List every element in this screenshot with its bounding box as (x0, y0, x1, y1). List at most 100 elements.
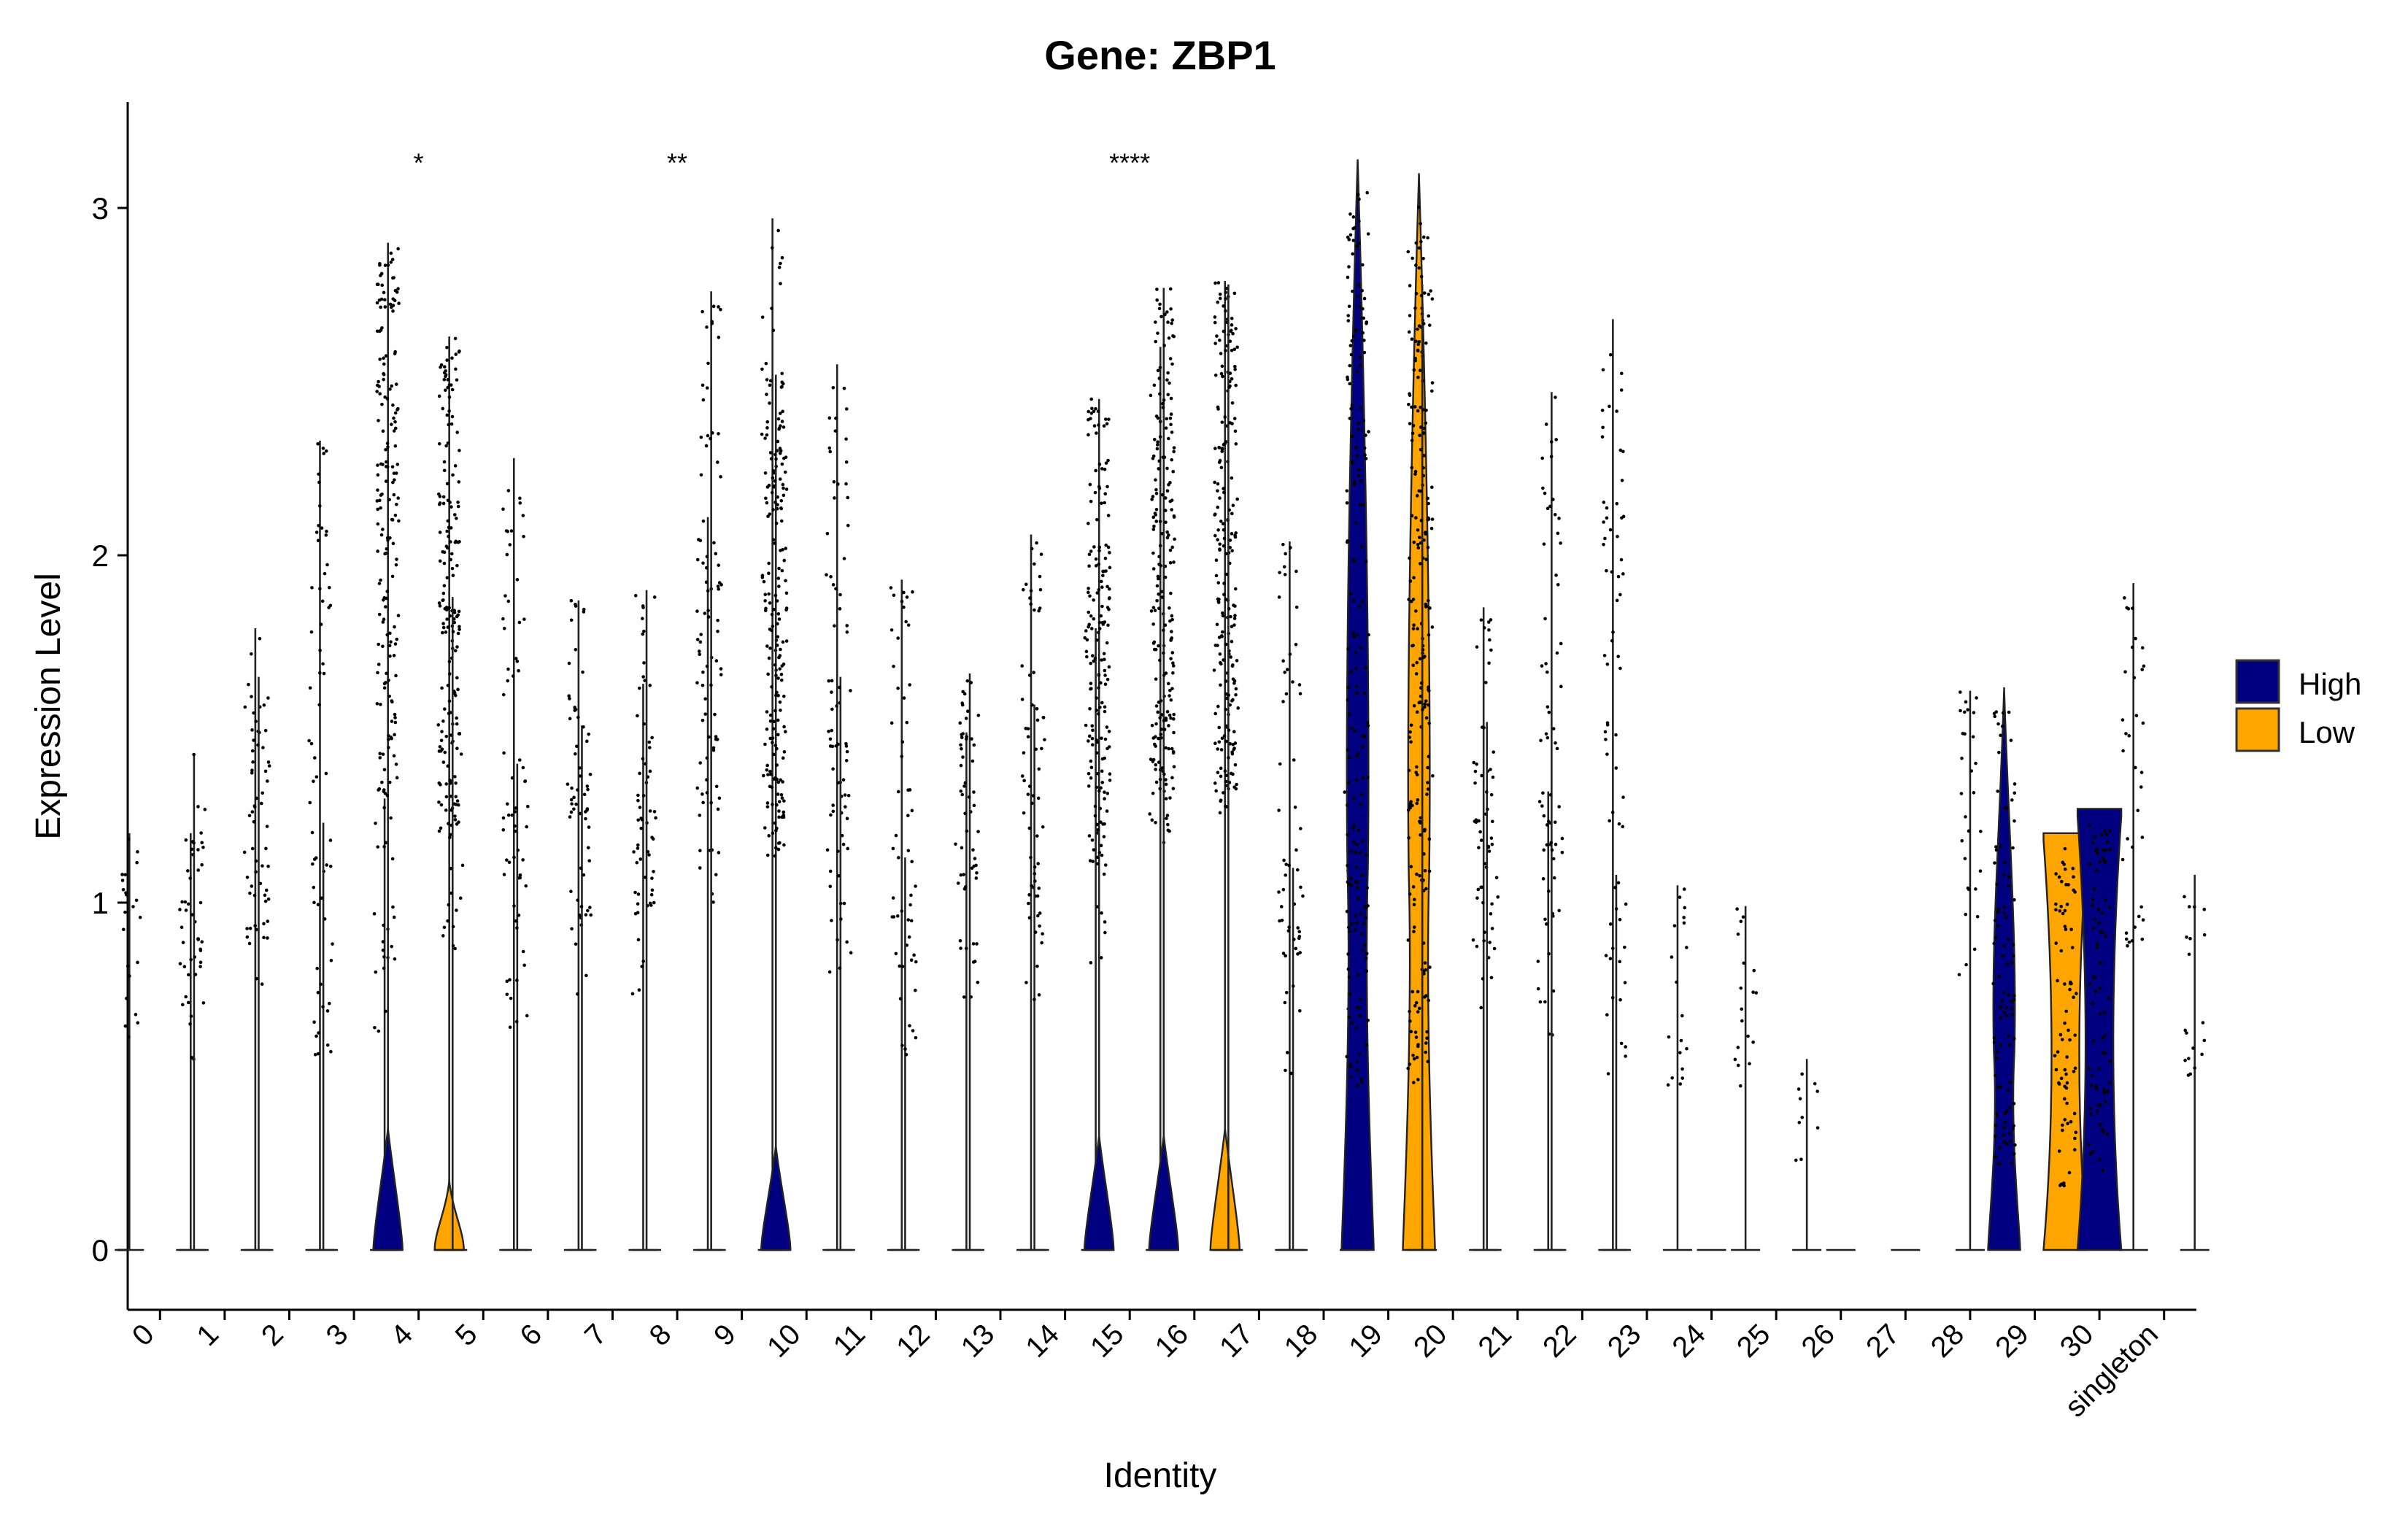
jitter-point (1358, 1014, 1362, 1018)
jitter-point (1284, 990, 1289, 995)
jitter-point (902, 696, 906, 700)
jitter-point (1979, 830, 1983, 833)
jitter-point (522, 963, 526, 968)
jitter-point (966, 709, 970, 714)
jitter-point (760, 367, 764, 371)
jitter-point (1224, 642, 1228, 647)
jitter-point (1234, 687, 1238, 691)
jitter-point (447, 711, 451, 716)
jitter-point (1169, 657, 1173, 660)
jitter-point (1407, 598, 1411, 601)
jitter-point (2012, 1151, 2016, 1156)
jitter-point (776, 780, 781, 784)
jitter-point (1281, 659, 1285, 663)
jitter-point (313, 756, 317, 760)
jitter-point (515, 926, 519, 930)
jitter-point (2072, 995, 2075, 1000)
jitter-point (964, 946, 968, 951)
jitter-point (1221, 630, 1224, 634)
jitter-point (2000, 999, 2004, 1003)
jitter-point (704, 444, 709, 448)
jitter-point (1365, 952, 1369, 956)
jitter-point (1087, 739, 1090, 743)
jitter-point (2012, 954, 2015, 958)
jitter-point (1410, 466, 1414, 470)
jitter-point (845, 940, 849, 944)
jitter-point (1103, 657, 1106, 662)
jitter-point (585, 784, 590, 788)
jitter-point (1488, 941, 1492, 944)
jitter-point (1413, 1004, 1417, 1008)
jitter-point (2067, 1170, 2072, 1175)
jitter-point (1154, 763, 1158, 767)
jitter-point (1348, 233, 1353, 237)
jitter-point (1095, 696, 1098, 700)
jitter-point (1294, 605, 1299, 609)
jitter-point (1426, 517, 1429, 522)
jitter-point (782, 456, 786, 460)
jitter-point (442, 468, 447, 473)
jitter-point (389, 640, 393, 644)
jitter-point (2088, 862, 2092, 866)
jitter-point (453, 946, 457, 951)
jitter-point (1543, 917, 1547, 922)
jitter-point (1089, 759, 1093, 763)
jitter-point (771, 469, 776, 473)
jitter-point (776, 847, 781, 852)
jitter-point (1103, 756, 1107, 760)
jitter-point (1418, 657, 1422, 661)
jitter-point (1100, 501, 1103, 505)
jitter-point (387, 694, 391, 698)
jitter-point (2188, 937, 2192, 941)
jitter-point (1356, 295, 1360, 298)
jitter-point (1359, 479, 1363, 483)
jitter-point (329, 1049, 333, 1054)
jitter-point (389, 251, 393, 255)
jitter-point (1230, 639, 1234, 644)
jitter-point (767, 834, 771, 838)
jitter-point (572, 807, 576, 811)
jitter-point (508, 978, 512, 981)
jitter-point (1224, 290, 1227, 295)
jitter-point (1427, 323, 1432, 327)
jitter-point (1089, 776, 1093, 780)
jitter-point (1345, 909, 1349, 914)
jitter-point (1100, 911, 1103, 915)
jitter-point (1288, 652, 1292, 656)
jitter-point (574, 647, 578, 652)
jitter-point (1496, 895, 1500, 899)
jitter-point (2002, 990, 2006, 995)
jitter-point (1428, 606, 1432, 610)
jitter-point (1163, 575, 1168, 579)
jitter-point (701, 683, 705, 687)
jitter-point (1410, 439, 1414, 442)
jitter-point (1041, 932, 1044, 936)
jitter-point (381, 752, 385, 756)
jitter-point (390, 384, 393, 388)
jitter-point (2006, 1088, 2010, 1092)
jitter-point (1158, 544, 1162, 548)
jitter-point (1999, 1016, 2003, 1020)
jitter-point (776, 733, 780, 737)
jitter-point (1407, 835, 1411, 840)
jitter-point (1486, 807, 1489, 811)
jitter-point (639, 817, 643, 820)
jitter-point (1345, 1054, 1348, 1059)
jitter-point (1284, 873, 1288, 877)
jitter-point (1410, 405, 1413, 409)
jitter-point (245, 935, 250, 939)
jitter-point (501, 816, 506, 820)
jitter-point (1227, 385, 1231, 389)
jitter-point (1426, 781, 1429, 784)
jitter-point (453, 336, 458, 341)
jitter-point (187, 973, 190, 977)
jitter-point (1975, 696, 1978, 700)
jitter-point (2011, 943, 2015, 947)
jitter-point (1556, 531, 1560, 536)
jitter-point (778, 701, 782, 704)
jitter-point (1408, 1009, 1411, 1014)
jitter-point (1553, 512, 1557, 517)
jitter-point (1356, 1084, 1359, 1088)
jitter-point (442, 377, 447, 382)
jitter-point (648, 746, 652, 749)
